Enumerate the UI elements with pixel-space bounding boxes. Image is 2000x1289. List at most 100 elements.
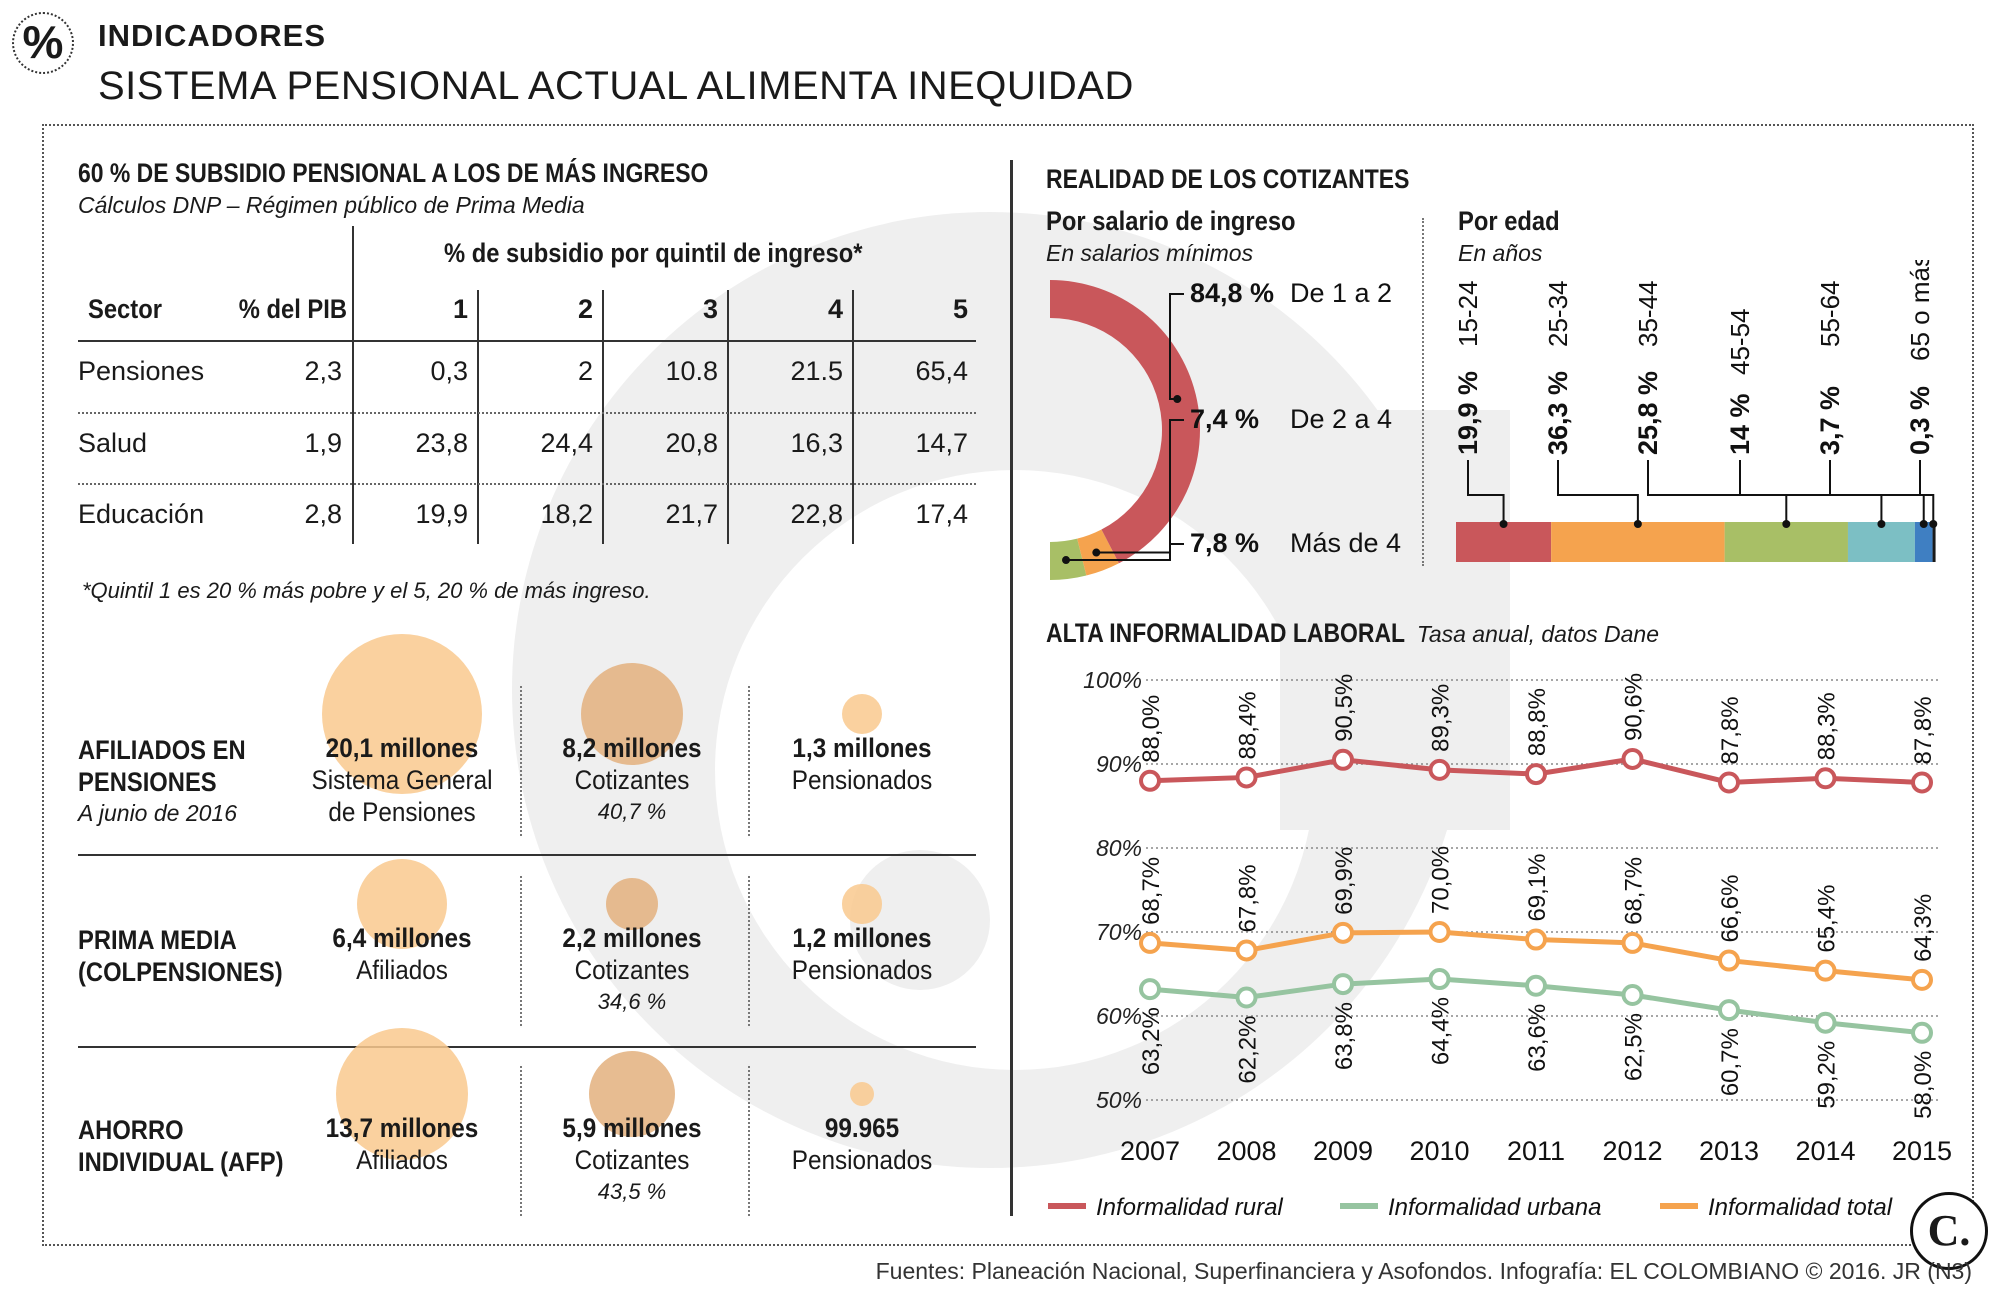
data-point	[1139, 769, 1161, 792]
age-pct: 3,7 %	[1815, 386, 1845, 455]
data-point	[1332, 973, 1354, 996]
data-label-group: 88,4%	[1235, 691, 1262, 759]
column-header-q1: 1	[452, 294, 468, 324]
data-label: 69,9%	[1331, 847, 1358, 915]
data-label-group: 63,6%	[1524, 1004, 1551, 1072]
leader-line	[1647, 460, 1788, 524]
data-label: 65,4%	[1814, 885, 1841, 953]
value-bubble	[850, 1082, 874, 1106]
data-label-group: 66,6%	[1717, 874, 1744, 942]
data-label: 87,8%	[1910, 696, 1937, 764]
data-label: 90,6%	[1621, 673, 1648, 741]
table-cell: 24,4	[540, 428, 593, 458]
data-label: 89,3%	[1428, 684, 1455, 752]
data-label: 62,2%	[1235, 1016, 1262, 1084]
table-divider	[852, 290, 854, 544]
data-label-group: 90,5%	[1331, 674, 1358, 742]
column-header-pib: % del PIB	[238, 294, 348, 324]
age-range: 25-34	[1543, 281, 1573, 348]
affiliate-group-name: PRIMA MEDIA (COLPENSIONES)	[78, 924, 283, 988]
leader-line	[1829, 460, 1925, 524]
table-divider	[477, 290, 479, 544]
x-tick-label: 2008	[1216, 1136, 1276, 1166]
affiliate-value: 2,2 millones	[562, 923, 702, 953]
affiliate-group-note: A junio de 2016	[78, 800, 238, 826]
column-header-q2: 2	[577, 294, 593, 324]
data-point	[1814, 767, 1837, 790]
age-segment	[1551, 522, 1725, 562]
table-cell: 19,9	[415, 499, 468, 529]
age-range: 65 o más	[1905, 260, 1935, 361]
age-segment	[1724, 522, 1848, 562]
data-label: 88,0%	[1138, 695, 1165, 763]
table-row-rule	[78, 483, 976, 485]
table-cell: 1,9	[304, 428, 342, 458]
affiliate-percent: 43,5 %	[597, 1179, 667, 1204]
data-label-group: 62,5%	[1621, 1013, 1648, 1081]
data-point	[1332, 921, 1354, 944]
age-pct: 0,3 %	[1905, 386, 1935, 455]
column-header-sector: Sector	[88, 294, 162, 324]
age-stacked-bar: 19,9 % 15-24 36,3 % 25-34 25,8 % 35-44 14 % 45-…	[1453, 260, 1938, 562]
legend-label: Informalidad rural	[1096, 1194, 1283, 1221]
data-label-group: 68,7%	[1621, 857, 1648, 925]
data-label: 90,5%	[1331, 674, 1358, 742]
table-cell: 0,3	[430, 356, 468, 386]
table-cell: 10.8	[665, 356, 718, 386]
value-bubble	[580, 662, 684, 766]
informality-title: ALTA INFORMALIDAD LABORAL	[1046, 618, 1406, 648]
data-label-group: 64,4%	[1428, 997, 1455, 1065]
affiliate-label: Pensionados	[791, 765, 933, 795]
data-label-group: 63,2%	[1138, 1007, 1165, 1075]
age-pct: 36,3 %	[1543, 371, 1573, 455]
affiliate-value-block: 8,2 millones Cotizantes 40,7 %	[522, 732, 742, 828]
leader-line	[1066, 543, 1184, 562]
table-cell: 2	[577, 356, 593, 386]
data-label-group: 90,6%	[1621, 673, 1648, 741]
column-header-q5: 5	[952, 294, 968, 324]
age-pct: 19,9 %	[1453, 371, 1483, 455]
age-label: 25,8 % 35-44	[1633, 281, 1663, 456]
y-tick-label: 50%	[1096, 1087, 1142, 1113]
table-divider	[602, 290, 604, 544]
affiliate-value: 20,1 millones	[325, 733, 479, 763]
table-row-sector: Pensiones	[78, 356, 205, 386]
value-bubble	[841, 693, 883, 735]
affiliates-col-divider	[520, 686, 522, 836]
data-label: 63,6%	[1524, 1004, 1551, 1072]
data-point	[1139, 931, 1161, 954]
data-point	[1621, 747, 1644, 770]
data-point	[1428, 921, 1451, 943]
y-tick-label: 100%	[1083, 667, 1142, 693]
age-label: 3,7 % 55-64	[1815, 281, 1845, 456]
data-point	[1621, 984, 1644, 1006]
data-label: 59,2%	[1814, 1041, 1841, 1109]
footer-credits: Fuentes: Planeación Nacional, Superfinan…	[875, 1258, 1972, 1284]
data-label: 58,0%	[1910, 1051, 1937, 1119]
table-cell: 22,8	[790, 499, 843, 529]
affiliate-value-block: 99.965 Pensionados	[752, 1112, 972, 1176]
affiliate-label: Afiliados	[356, 955, 448, 985]
data-point	[1911, 1021, 1933, 1044]
table-divider	[352, 226, 354, 544]
legend-label: Informalidad total	[1708, 1194, 1893, 1221]
table-header-rule	[78, 340, 976, 342]
income-slice-label: De 1 a 2	[1290, 278, 1392, 308]
data-label-group: 87,8%	[1910, 696, 1937, 764]
affiliate-group-name-line: PENSIONES	[78, 767, 217, 797]
y-tick-label: 90%	[1096, 751, 1142, 777]
age-title: Por edad	[1458, 206, 1560, 236]
data-point	[1428, 758, 1451, 781]
cotizantes-title: REALIDAD DE LOS COTIZANTES	[1046, 164, 1410, 194]
affiliate-value: 6,4 millones	[332, 923, 472, 953]
x-tick-label: 2010	[1409, 1136, 1469, 1166]
income-slice-pct: 84,8 %	[1190, 278, 1274, 308]
data-label-group: 88,0%	[1138, 695, 1165, 763]
el-colombiano-logo-icon: C.	[1910, 1192, 1988, 1270]
content-frame	[42, 124, 1974, 1246]
leader-line	[1557, 460, 1639, 524]
y-tick-label: 70%	[1096, 919, 1142, 945]
affiliate-value: 1,2 millones	[792, 923, 932, 953]
affiliates-divider	[78, 1046, 976, 1048]
data-label: 88,8%	[1524, 688, 1551, 756]
